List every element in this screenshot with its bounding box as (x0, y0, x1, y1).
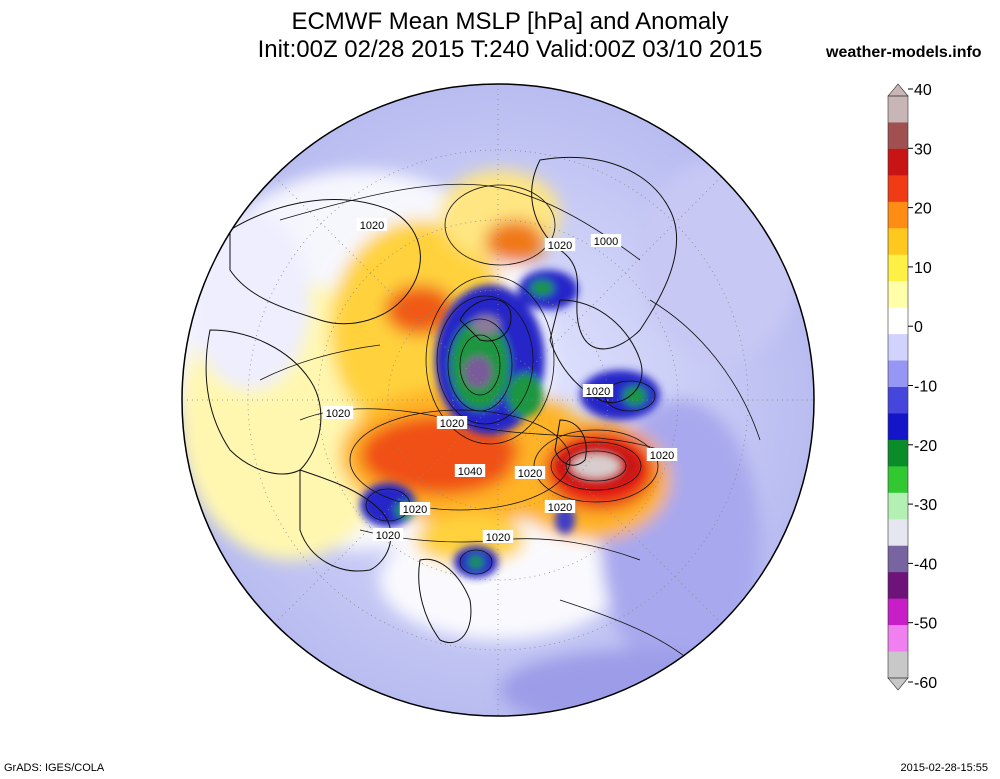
svg-text:1020: 1020 (360, 220, 384, 232)
isobar-label: 1040 (454, 464, 486, 478)
colorbar-swatch (888, 281, 908, 309)
map-subtitle: Init:00Z 02/28 2015 T:240 Valid:00Z 03/1… (257, 36, 763, 63)
isobar-label: 1020 (514, 466, 546, 480)
polar-disc (182, 84, 814, 716)
colorbar-tick-label: 0 (914, 319, 923, 336)
isobar-label: 1020 (544, 500, 576, 514)
colorbar-swatch (888, 413, 908, 441)
isobar-label: 1020 (372, 528, 404, 542)
svg-text:1020: 1020 (586, 386, 610, 398)
coastlines (205, 156, 678, 643)
map-boundary (181, 83, 815, 717)
isobar-label: 1000 (590, 234, 622, 248)
colorbar-tick-label: 10 (914, 260, 932, 277)
negative-anomaly-south-edge (500, 650, 780, 716)
svg-text:1020: 1020 (326, 408, 350, 420)
isobar-label: 1020 (544, 238, 576, 252)
isobar-label: 1020 (322, 406, 354, 420)
colorbar-swatch (888, 625, 908, 653)
extreme-positive-anomaly-core (572, 454, 620, 478)
colorbar-swatch (888, 122, 908, 150)
brand-watermark: weather-models.info (826, 44, 982, 61)
svg-text:1020: 1020 (440, 418, 464, 430)
colorbar-top-arrow (887, 83, 909, 97)
weak-negative-anomaly-northeast (640, 160, 800, 360)
colorbar-tick-label: -40 (914, 556, 937, 573)
strong-negative-anomaly-north-lobe (530, 280, 554, 296)
colorbar-swatch (888, 254, 908, 282)
colorbar-tick-label: 30 (914, 141, 932, 158)
svg-text:1020: 1020 (548, 240, 572, 252)
footer-credit: GrADS: IGES/COLA (4, 762, 105, 774)
positive-anomaly-north-core (485, 220, 545, 264)
colorbar-swatch (888, 201, 908, 229)
extreme-negative-anomaly-arctic-core (464, 356, 492, 388)
strong-negative-anomaly-pacific-low (623, 386, 647, 406)
extreme-negative-anomaly-secondary-core (472, 315, 500, 335)
isobar-label: 1020 (582, 384, 614, 398)
svg-text:1020: 1020 (650, 450, 674, 462)
colorbar-tick-label: 40 (914, 82, 932, 99)
colorbar-swatch (888, 96, 908, 123)
svg-text:1020: 1020 (548, 502, 572, 514)
colorbar-swatch (888, 307, 908, 335)
colorbar-swatch (888, 651, 908, 679)
colorbar-tick-label: -20 (914, 438, 937, 455)
positive-anomaly-northwest-core (385, 285, 455, 335)
colorbar-tick-label: -30 (914, 497, 937, 514)
colorbar-swatch (888, 439, 908, 467)
colorbar-swatch (888, 148, 908, 176)
anomaly-fields (182, 160, 800, 716)
colorbar: 40 30 20 10 0 -10 -20 -30 -40 -50 -60 (887, 82, 937, 692)
graticule (182, 84, 814, 716)
colorbar-tick-label: 20 (914, 201, 932, 218)
svg-text:1020: 1020 (518, 468, 542, 480)
colorbar-swatch (888, 360, 908, 388)
colorbar-swatch (888, 387, 908, 414)
svg-text:1020: 1020 (376, 530, 400, 542)
weak-negative-anomaly-northwest (190, 210, 310, 390)
colorbar-swatch (888, 175, 908, 203)
isobar-label: 1020 (436, 416, 468, 430)
colorbar-swatch (888, 545, 908, 573)
isobar-label: 1020 (482, 530, 514, 544)
svg-text:1000: 1000 (594, 236, 618, 248)
svg-text:1020: 1020 (403, 504, 427, 516)
colorbar-swatch (888, 492, 908, 520)
footer-timestamp: 2015-02-28-15:55 (900, 762, 988, 774)
colorbar-tick-label: -50 (914, 616, 937, 633)
colorbar-swatch (888, 598, 908, 626)
colorbar-tick-label: -60 (914, 675, 937, 692)
isobar-label: 1020 (646, 448, 678, 462)
svg-text:1040: 1040 (458, 466, 482, 478)
map-title: ECMWF Mean MSLP [hPa] and Anomaly (291, 8, 729, 35)
isobar-label: 1020 (356, 218, 388, 232)
isobar-labels: 1020 1020 1020 1020 1000 1020 1020 1040 1020 1020… (322, 218, 678, 544)
colorbar-swatch (888, 572, 908, 600)
strong-negative-anomaly-south-cutoff (468, 555, 484, 569)
colorbar-swatch (888, 334, 908, 362)
colorbar-swatch (888, 519, 908, 547)
positive-anomaly-south-ring (415, 515, 525, 565)
svg-text:1020: 1020 (486, 532, 510, 544)
colorbar-swatch (888, 466, 908, 494)
isobar-label: 1020 (399, 502, 431, 516)
colorbar-bottom-arrow (887, 677, 909, 691)
colorbar-tick-label: -10 (914, 379, 937, 396)
colorbar-swatch (888, 228, 908, 256)
